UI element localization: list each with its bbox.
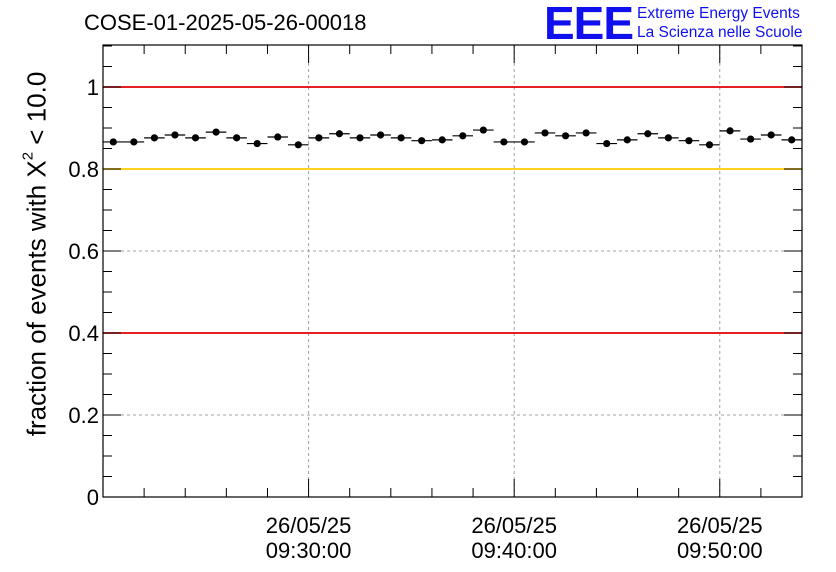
point-marker <box>500 138 508 146</box>
data-point <box>473 126 494 134</box>
data-point <box>123 138 145 146</box>
data-point <box>555 132 576 140</box>
point-marker <box>356 134 364 142</box>
x-tick-time: 09:50:00 <box>677 538 763 563</box>
point-marker <box>274 133 282 141</box>
data-point <box>103 138 124 146</box>
data-point <box>740 135 761 143</box>
point-marker <box>109 138 117 146</box>
data-point <box>185 134 206 142</box>
data-point <box>267 133 289 141</box>
y-tick-label: 0.8 <box>68 157 99 182</box>
data-point <box>246 139 268 148</box>
x-tick-date: 26/05/25 <box>471 513 557 538</box>
point-marker <box>644 130 652 138</box>
data-point <box>431 136 453 144</box>
point-marker <box>767 131 775 139</box>
data-point <box>596 139 617 148</box>
y-axis-label: fraction of events with Χ2 < 10.0 <box>19 71 53 437</box>
data-point <box>349 134 371 142</box>
point-marker <box>315 134 323 142</box>
data-point <box>616 136 638 144</box>
point-marker <box>191 134 200 142</box>
data-point <box>329 130 350 138</box>
point-marker <box>253 139 261 148</box>
data-point <box>678 137 700 145</box>
data-point <box>534 129 556 137</box>
point-marker <box>479 126 487 134</box>
logo-caption: Extreme Energy Events La Scienza nelle S… <box>637 4 802 42</box>
point-marker <box>376 131 385 139</box>
point-marker <box>397 134 405 142</box>
x-tick-date: 26/05/25 <box>266 513 352 538</box>
data-point <box>370 131 391 139</box>
reference-lines <box>103 86 802 334</box>
data-point <box>699 141 720 149</box>
x-tick-labels: 26/05/2509:30:0026/05/2509:40:0026/05/25… <box>266 513 763 563</box>
data-point <box>205 128 227 136</box>
eee-logo: EEE <box>544 0 634 49</box>
data-point <box>411 137 432 145</box>
logo-line-1: Extreme Energy Events <box>637 5 800 22</box>
point-marker <box>747 135 755 143</box>
data-point <box>514 138 535 146</box>
point-marker <box>603 139 611 148</box>
data-point <box>144 134 165 142</box>
point-marker <box>150 134 158 142</box>
point-marker <box>788 136 796 144</box>
x-tick-date: 26/05/25 <box>677 513 763 538</box>
y-tick-label: 0.6 <box>68 239 99 264</box>
y-axis-label-exponent: 2 <box>19 151 37 161</box>
data-point <box>164 131 186 139</box>
point-marker <box>294 141 302 149</box>
y-tick-labels: 0 0.2 0.4 0.6 0.8 1 <box>68 75 99 510</box>
data-points <box>103 126 802 149</box>
data-point <box>288 141 309 149</box>
y-tick-label: 0.4 <box>68 321 99 346</box>
y-tick-label: 0 <box>87 485 99 510</box>
y-tick-label: 1 <box>87 75 99 100</box>
grid-layer <box>103 45 802 497</box>
data-point <box>719 127 741 135</box>
data-point <box>658 134 679 142</box>
point-marker <box>438 136 446 144</box>
point-marker <box>130 138 138 146</box>
x-tick-time: 09:30:00 <box>266 538 352 563</box>
y-axis-label-chi: Χ <box>21 160 52 178</box>
data-point <box>390 134 412 142</box>
data-point <box>452 132 474 140</box>
y-axis-label-prefix: fraction of events with <box>21 177 52 437</box>
point-marker <box>705 141 714 149</box>
point-marker <box>212 128 220 136</box>
y-tick-label: 0.2 <box>68 403 99 428</box>
axis-ticks <box>103 45 802 498</box>
point-marker <box>623 136 631 144</box>
point-marker <box>418 137 426 145</box>
data-point <box>760 131 782 139</box>
point-marker <box>561 132 570 140</box>
data-point <box>575 129 597 137</box>
logo-line-2: La Scienza nelle Scuole <box>637 24 803 41</box>
point-marker <box>664 134 672 142</box>
point-marker <box>335 130 344 138</box>
point-marker <box>685 137 693 145</box>
x-tick-time: 09:40:00 <box>471 538 557 563</box>
data-point <box>226 134 247 142</box>
point-marker <box>233 134 241 142</box>
data-point <box>308 134 330 142</box>
data-point <box>637 130 659 138</box>
chart-title: COSE-01-2025-05-26-00018 <box>84 10 367 35</box>
point-marker <box>582 129 590 137</box>
data-point <box>781 136 802 144</box>
point-marker <box>459 132 467 140</box>
point-marker <box>541 129 549 137</box>
point-marker <box>171 131 179 139</box>
point-marker <box>520 138 529 146</box>
y-axis-label-suffix: < 10.0 <box>21 71 52 152</box>
plot-frame <box>102 44 803 498</box>
data-point <box>493 138 515 146</box>
point-marker <box>726 127 734 135</box>
